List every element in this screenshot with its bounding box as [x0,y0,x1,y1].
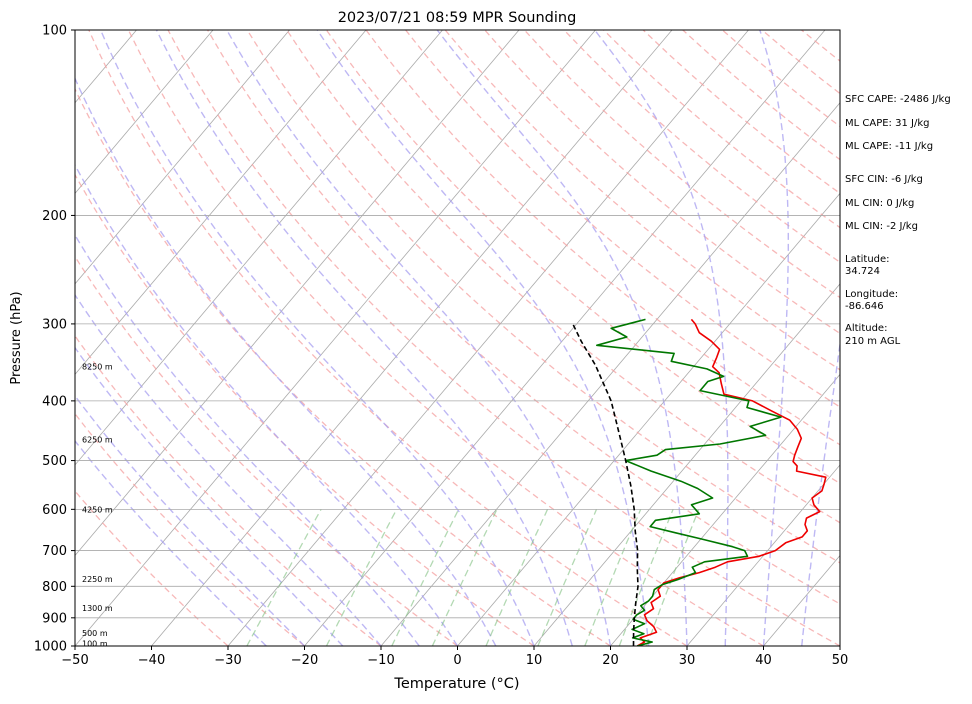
x-axis-label: Temperature (°C) [393,676,519,692]
y-tick-label: 800 [42,580,67,595]
y-axis-label: Pressure (hPa) [9,291,24,384]
x-tick-label: 20 [602,653,619,668]
y-tick-label: 1000 [34,640,67,655]
annotation-text: ML CIN: -2 J/kg [845,221,918,232]
annotation-text: Latitude: [845,254,890,265]
height-label: 6250 m [82,435,113,444]
annotation-text: ML CAPE: 31 J/kg [845,118,929,129]
x-tick-label: −10 [367,653,394,668]
annotation-text: SFC CAPE: -2486 J/kg [845,94,951,105]
height-label: 1300 m [82,604,113,613]
height-label: 100 m [82,639,108,648]
y-tick-label: 100 [42,24,67,39]
chart-title: 2023/07/21 08:59 MPR Sounding [338,10,577,26]
x-tick-label: 0 [453,653,461,668]
y-tick-label: 700 [42,544,67,559]
annotation-text: Altitude: [845,323,887,334]
y-tick-label: 900 [42,611,67,626]
height-label: 2250 m [82,575,113,584]
height-label: 500 m [82,629,108,638]
annotation-text: ML CAPE: -11 J/kg [845,141,933,152]
y-tick-label: 500 [42,454,67,469]
annotation-text: ML CIN: 0 J/kg [845,198,914,209]
y-tick-label: 300 [42,317,67,332]
x-tick-label: −50 [61,653,88,668]
x-tick-label: 10 [526,653,543,668]
annotation-text: 210 m AGL [845,336,901,347]
annotation-text: SFC CIN: -6 J/kg [845,174,923,185]
x-tick-label: 30 [679,653,696,668]
height-label: 4250 m [82,505,113,514]
annotation-text: -86.646 [845,301,884,312]
x-tick-label: 50 [832,653,849,668]
y-tick-label: 400 [42,394,67,409]
x-tick-label: −40 [138,653,165,668]
y-tick-label: 200 [42,209,67,224]
y-tick-label: 600 [42,503,67,518]
height-label: 8250 m [82,363,113,372]
annotation-text: Longitude: [845,289,898,300]
x-tick-label: 40 [755,653,772,668]
annotation-text: 34.724 [845,266,880,277]
x-tick-label: −20 [291,653,318,668]
x-tick-label: −30 [214,653,241,668]
